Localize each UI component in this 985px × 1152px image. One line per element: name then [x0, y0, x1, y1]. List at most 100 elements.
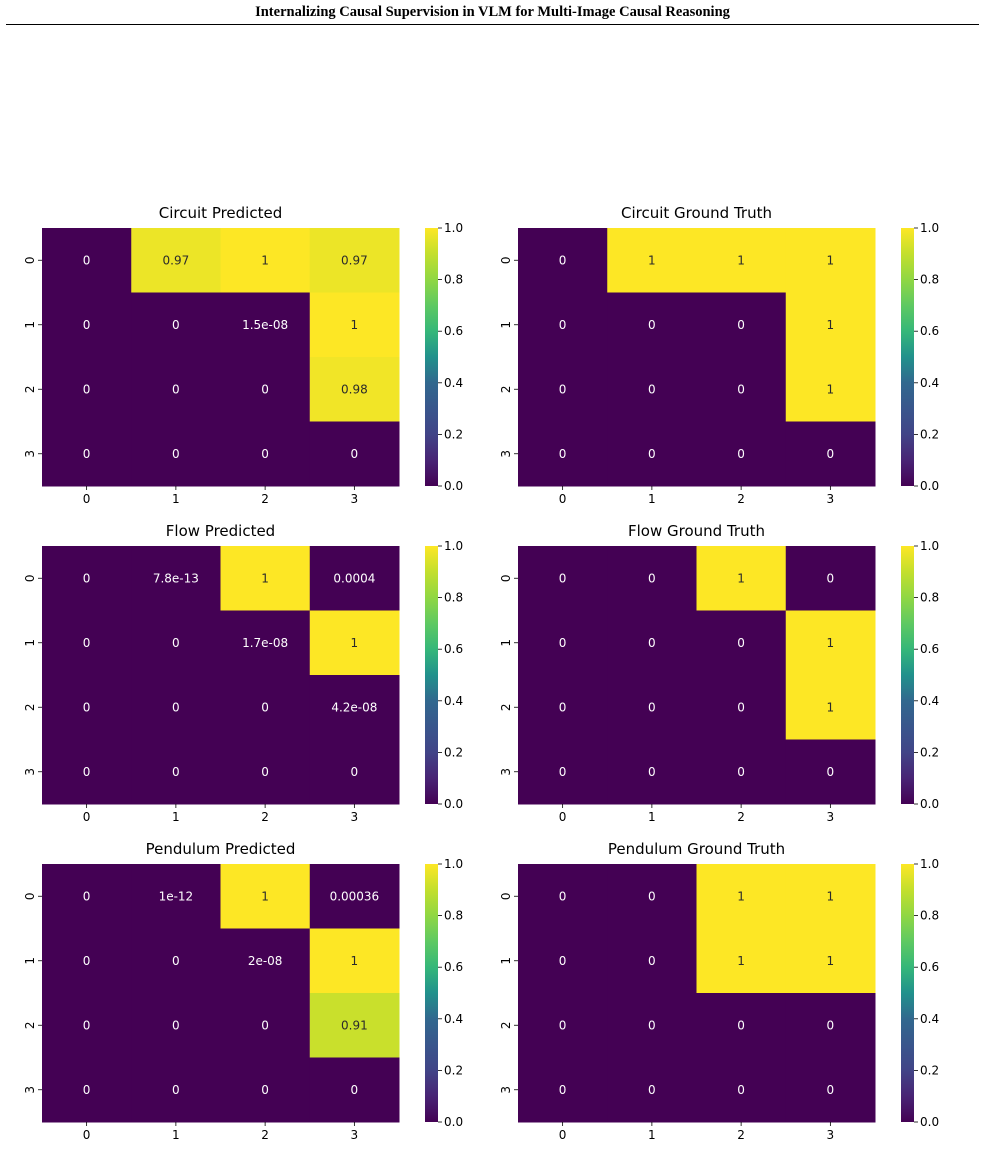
pendulum-predicted-cell: [220, 993, 311, 1058]
circuit-predicted-cell: [220, 357, 311, 422]
flow-predicted-cell-label: 4.2e-08: [331, 700, 377, 714]
flow-ground-truth-cell-label: 0: [827, 571, 835, 585]
circuit-predicted-cell-label: 0: [172, 318, 180, 332]
flow-predicted-cell: [309, 675, 400, 740]
pendulum-ground-truth-cell: [518, 928, 608, 994]
flow-ground-truth-cell: [696, 610, 787, 676]
pendulum-predicted-x-tick-label: 1: [172, 1128, 180, 1142]
flow-ground-truth-cell: [785, 546, 876, 611]
circuit-ground-truth-x-tick-label: 3: [827, 492, 835, 506]
flow-predicted-colorbar-tick-label: 1.0: [444, 539, 463, 553]
flow-ground-truth-colorbar-tick-label: 0.2: [920, 745, 939, 759]
circuit-ground-truth-cell: [785, 421, 876, 487]
flow-ground-truth-cell: [785, 675, 876, 740]
flow-ground-truth-colorbar-tick-label: 0.4: [920, 694, 939, 708]
circuit-ground-truth-colorbar-tick-label: 0.2: [920, 427, 939, 441]
pendulum-ground-truth-cell: [607, 864, 697, 929]
circuit-predicted-cell: [220, 421, 311, 487]
flow-ground-truth-cell-label: 0: [737, 636, 745, 650]
pendulum-predicted-cell: [220, 864, 311, 929]
circuit-ground-truth-cell: [518, 421, 608, 487]
pendulum-ground-truth-cell: [518, 1057, 608, 1123]
pendulum-ground-truth-colorbar-tick-label: 1.0: [920, 857, 939, 871]
pendulum-predicted-cell-label: 0: [261, 1018, 269, 1032]
circuit-predicted-cell: [42, 292, 132, 358]
circuit-predicted-cell-label: 0: [351, 447, 359, 461]
circuit-predicted-colorbar-tick-label: 0.8: [444, 273, 463, 287]
pendulum-predicted-cell-label: 0: [83, 889, 91, 903]
pendulum-ground-truth-cell: [785, 1057, 876, 1123]
pendulum-predicted-x-tick-label: 3: [351, 1128, 359, 1142]
circuit-ground-truth-cell: [785, 357, 876, 422]
circuit-ground-truth-colorbar-tick-label: 1.0: [920, 221, 939, 235]
flow-predicted-cell: [131, 610, 221, 676]
flow-ground-truth-cell: [785, 610, 876, 676]
flow-ground-truth-cell: [607, 610, 697, 676]
circuit-predicted-cell-label: 0.98: [341, 382, 368, 396]
flow-predicted-cell: [309, 546, 400, 611]
pendulum-predicted-cell: [220, 928, 311, 994]
flow-predicted-cell-label: 1: [261, 571, 269, 585]
pendulum-ground-truth-cell: [785, 928, 876, 994]
flow-ground-truth-colorbar-tick-label: 0.6: [920, 642, 939, 656]
pendulum-predicted-x-tick-label: 0: [83, 1128, 91, 1142]
circuit-ground-truth-colorbar: [901, 228, 914, 486]
circuit-predicted-cell-label: 0: [261, 382, 269, 396]
circuit-ground-truth-colorbar-tick-label: 0.0: [920, 479, 939, 493]
pendulum-ground-truth-cell: [696, 864, 787, 929]
circuit-ground-truth-colorbar-tick-label: 0.8: [920, 273, 939, 287]
pendulum-ground-truth-cell: [785, 864, 876, 929]
flow-predicted-cell: [220, 675, 311, 740]
flow-predicted-cell: [131, 739, 221, 805]
circuit-predicted-cell: [309, 357, 400, 422]
pendulum-predicted-colorbar-tick-label: 1.0: [444, 857, 463, 871]
pendulum-predicted-cell-label: 0.91: [341, 1018, 368, 1032]
pendulum-predicted-cell-label: 0: [351, 1083, 359, 1097]
circuit-ground-truth-cell: [785, 292, 876, 358]
pendulum-predicted-title: Pendulum Predicted: [146, 840, 296, 858]
circuit-predicted-cell: [131, 357, 221, 422]
circuit-predicted-colorbar-tick-label: 1.0: [444, 221, 463, 235]
pendulum-ground-truth-cell: [696, 928, 787, 994]
flow-predicted-cell-label: 0: [261, 765, 269, 779]
pendulum-ground-truth-cell-label: 1: [827, 889, 835, 903]
circuit-predicted-cell: [131, 421, 221, 487]
flow-ground-truth-x-tick-label: 3: [827, 810, 835, 824]
flow-predicted-cell-label: 0: [172, 765, 180, 779]
page-header: Internalizing Causal Supervision in VLM …: [0, 0, 985, 28]
flow-predicted-cell-label: 1.7e-08: [242, 636, 288, 650]
pendulum-predicted-colorbar: [425, 864, 438, 1122]
circuit-predicted-title: Circuit Predicted: [159, 204, 282, 222]
pendulum-predicted-cell-label: 1: [261, 889, 269, 903]
pendulum-predicted-colorbar-tick-label: 0.6: [444, 960, 463, 974]
circuit-predicted-y-tick-label: 1: [23, 321, 37, 329]
pendulum-predicted-cell-label: 0: [172, 1083, 180, 1097]
flow-ground-truth-cell-label: 1: [737, 571, 745, 585]
flow-predicted-cell: [42, 610, 132, 676]
flow-predicted-cell: [220, 739, 311, 805]
pendulum-ground-truth-x-tick-label: 1: [648, 1128, 656, 1142]
circuit-predicted-cell-label: 0: [261, 447, 269, 461]
pendulum-ground-truth-colorbar-tick-label: 0.4: [920, 1012, 939, 1026]
flow-predicted-cell: [309, 610, 400, 676]
pendulum-ground-truth-colorbar-tick-label: 0.8: [920, 909, 939, 923]
flow-ground-truth-cell: [785, 739, 876, 805]
circuit-ground-truth-x-tick-label: 2: [737, 492, 745, 506]
flow-predicted-cell-label: 0: [172, 700, 180, 714]
flow-ground-truth-colorbar-tick-label: 1.0: [920, 539, 939, 553]
flow-predicted-colorbar-tick-label: 0.4: [444, 694, 463, 708]
circuit-ground-truth-cell: [607, 292, 697, 358]
pendulum-ground-truth-cell-label: 0: [737, 1018, 745, 1032]
flow-predicted-cell: [309, 739, 400, 805]
flow-predicted-colorbar-tick-label: 0.2: [444, 745, 463, 759]
circuit-predicted-cell: [42, 228, 132, 293]
circuit-ground-truth-x-tick-label: 0: [559, 492, 567, 506]
pendulum-ground-truth-cell: [696, 1057, 787, 1123]
flow-predicted-cell: [42, 546, 132, 611]
pendulum-ground-truth-title: Pendulum Ground Truth: [608, 840, 785, 858]
pendulum-ground-truth-y-tick-label: 3: [499, 1086, 513, 1094]
pendulum-ground-truth-cell-label: 0: [648, 954, 656, 968]
pendulum-ground-truth-y-tick-label: 1: [499, 957, 513, 965]
flow-ground-truth-cell-label: 1: [827, 636, 835, 650]
flow-predicted-x-tick-label: 1: [172, 810, 180, 824]
